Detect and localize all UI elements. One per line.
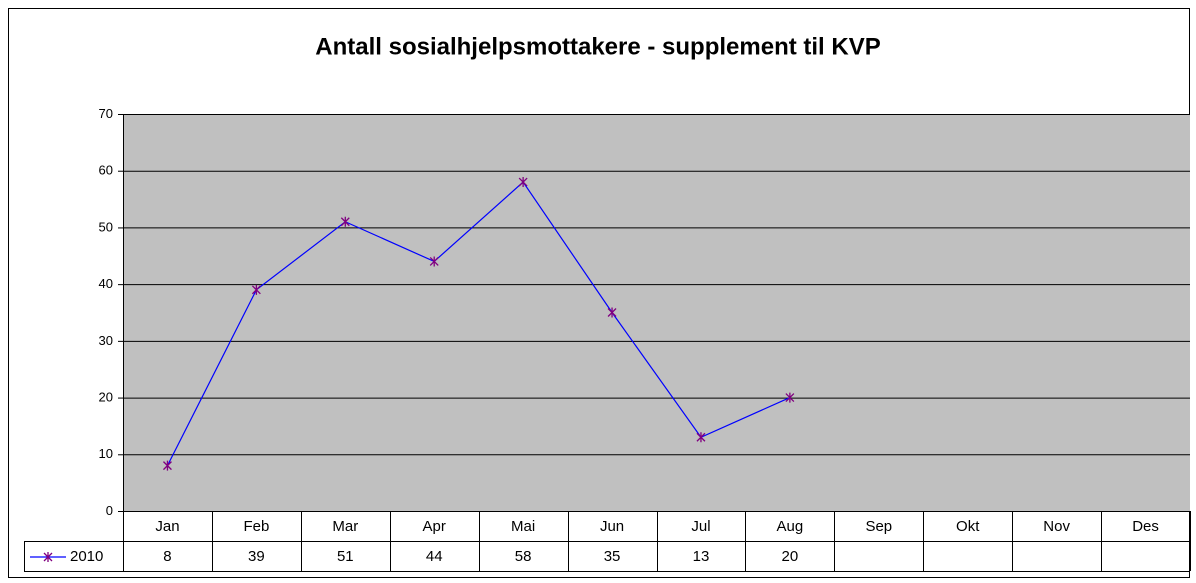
y-tick-label: 50 [99,219,113,234]
x-tick-label: Apr [423,518,446,535]
table-value: 35 [604,548,621,565]
marker [518,177,528,188]
y-tick-label: 10 [99,446,113,461]
y-tick-label: 0 [106,503,113,518]
marker [607,307,617,318]
x-tick-label: Sep [865,518,892,535]
table-value: 20 [782,548,799,565]
table-value: 13 [693,548,710,565]
y-tick-label: 70 [99,106,113,121]
y-tick-label: 40 [99,276,113,291]
x-tick-label: Des [1132,518,1159,535]
x-tick-label: Nov [1043,518,1070,535]
marker [785,392,795,403]
marker [340,216,350,227]
marker [696,432,706,443]
x-tick-label: Aug [777,518,804,535]
y-tick-label: 20 [99,390,113,405]
table-value: 44 [426,548,443,565]
chart-title: Antall sosialhjelpsmottakere - supplemen… [315,33,880,60]
plot-area [123,114,1190,511]
marker [251,284,261,295]
table-value: 51 [337,548,354,565]
table-value: 8 [163,548,171,565]
marker [162,460,172,471]
y-tick-label: 30 [99,333,113,348]
x-tick-label: Mar [332,518,358,535]
x-tick-label: Mai [511,518,535,535]
table-value: 39 [248,548,265,565]
x-tick-label: Feb [243,518,269,535]
y-tick-label: 60 [99,163,113,178]
x-tick-label: Jul [691,518,710,535]
x-tick-label: Jun [600,518,624,535]
legend-marker [43,552,53,562]
table-value: 58 [515,548,532,565]
legend-label: 2010 [70,548,103,565]
marker [429,256,439,267]
x-tick-label: Jan [155,518,179,535]
x-tick-label: Okt [956,518,980,535]
series-line [166,181,791,466]
